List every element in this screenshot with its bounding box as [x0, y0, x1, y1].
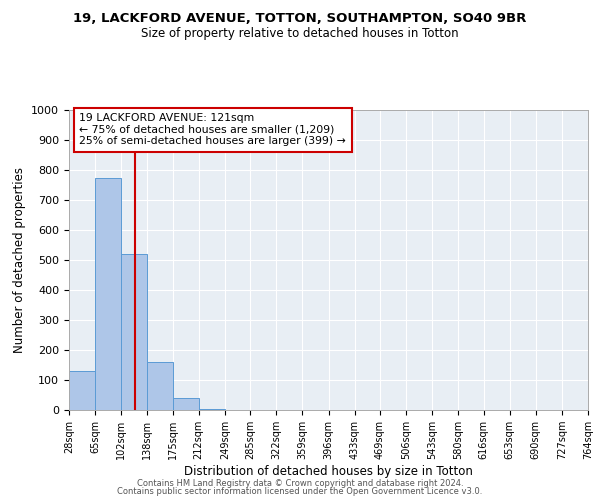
- Bar: [146, 362, 173, 410]
- Bar: [69, 371, 95, 410]
- X-axis label: Distribution of detached houses by size in Totton: Distribution of detached houses by size …: [184, 465, 473, 478]
- Bar: [173, 398, 199, 410]
- Text: 19, LACKFORD AVENUE, TOTTON, SOUTHAMPTON, SO40 9BR: 19, LACKFORD AVENUE, TOTTON, SOUTHAMPTON…: [73, 12, 527, 26]
- Y-axis label: Number of detached properties: Number of detached properties: [13, 167, 26, 353]
- Text: 19 LACKFORD AVENUE: 121sqm
← 75% of detached houses are smaller (1,209)
25% of s: 19 LACKFORD AVENUE: 121sqm ← 75% of deta…: [79, 113, 346, 146]
- Text: Size of property relative to detached houses in Totton: Size of property relative to detached ho…: [141, 28, 459, 40]
- Bar: [199, 408, 225, 410]
- Bar: [95, 178, 121, 410]
- Text: Contains HM Land Registry data © Crown copyright and database right 2024.: Contains HM Land Registry data © Crown c…: [137, 478, 463, 488]
- Bar: [121, 254, 146, 410]
- Text: Contains public sector information licensed under the Open Government Licence v3: Contains public sector information licen…: [118, 487, 482, 496]
